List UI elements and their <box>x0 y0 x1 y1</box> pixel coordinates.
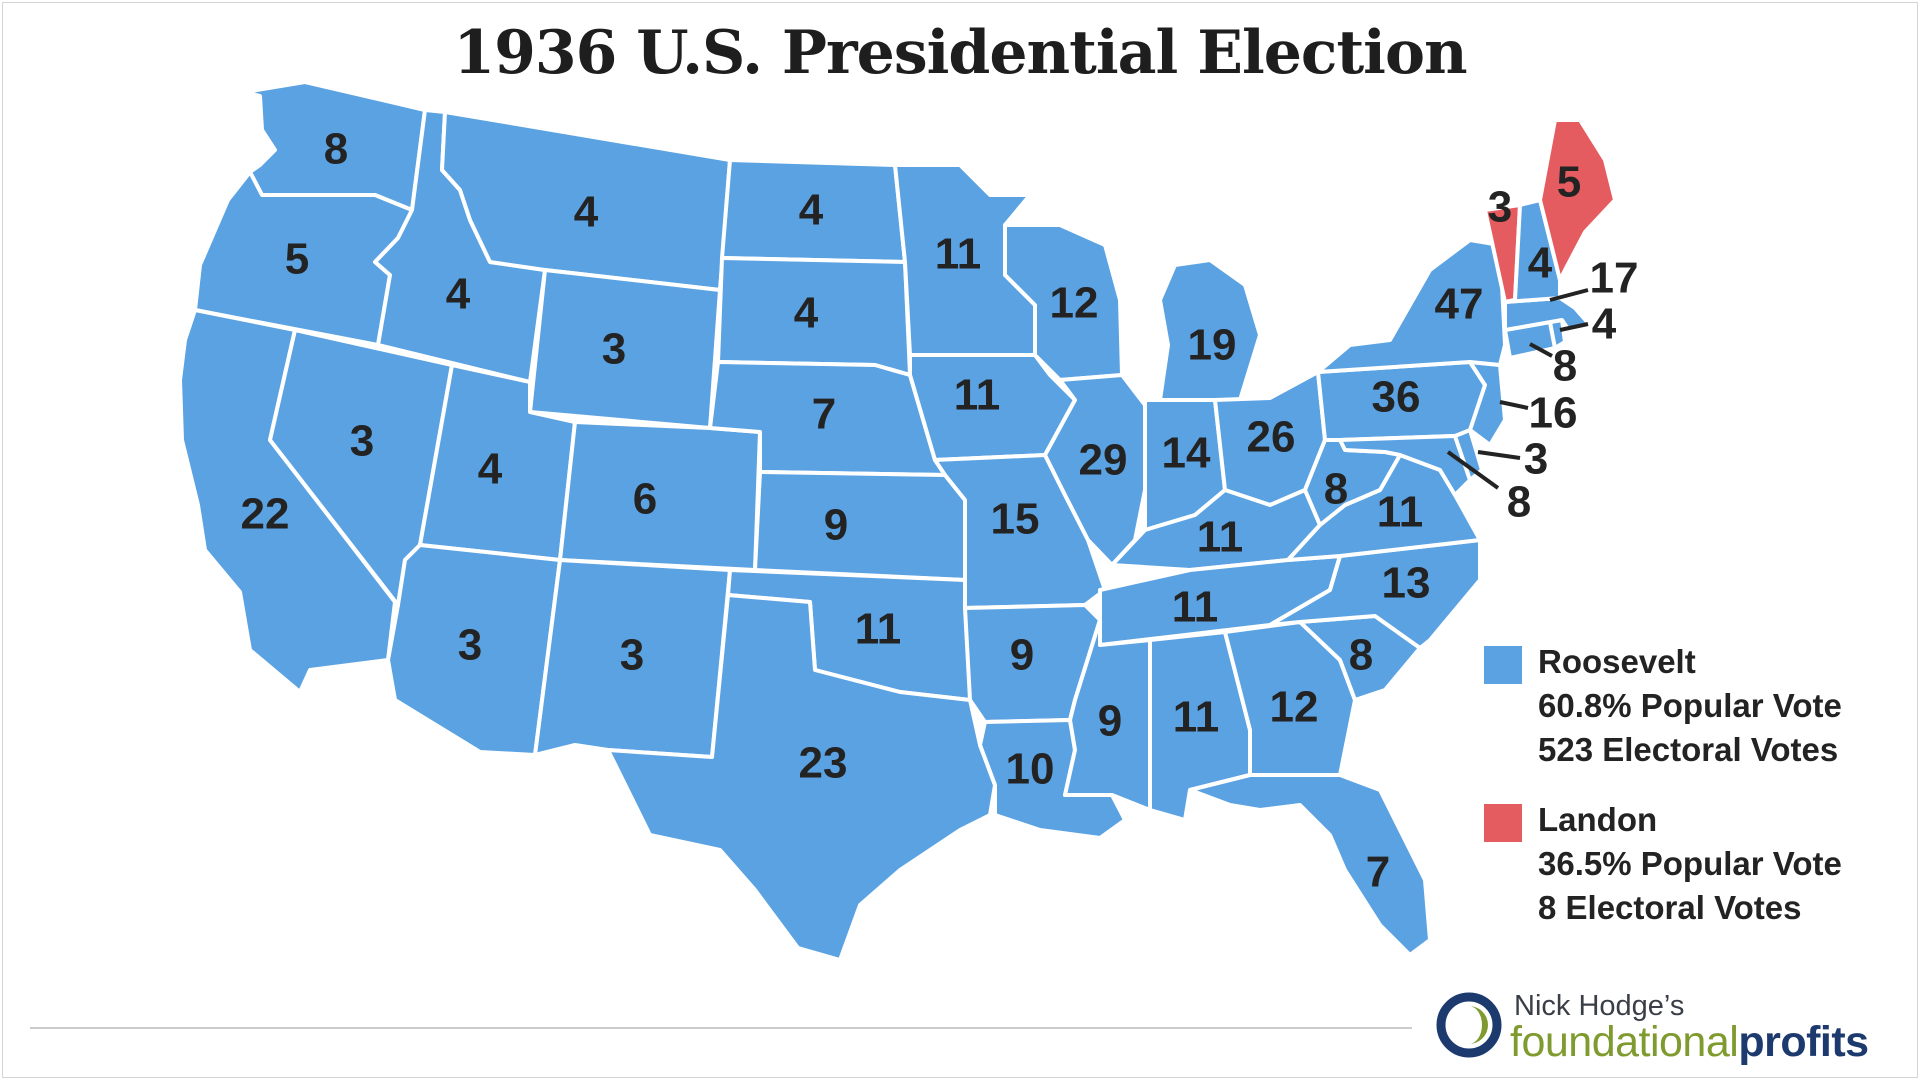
state-KS <box>753 470 967 582</box>
legend-roosevelt-name: Roosevelt <box>1538 643 1696 680</box>
ev-label-AR: 9 <box>1010 631 1034 680</box>
legend-roosevelt-electoral: 523 Electoral Votes <box>1538 731 1839 768</box>
ev-label-KS: 9 <box>824 501 848 550</box>
ev-label-CT: 8 <box>1553 342 1577 391</box>
ev-label-AL: 11 <box>1173 693 1220 742</box>
ev-label-FL: 7 <box>1366 848 1390 897</box>
leader-line-CT <box>1529 342 1553 358</box>
state-FL <box>1188 773 1432 957</box>
ev-label-NE: 7 <box>812 390 836 439</box>
legend-roosevelt: Roosevelt 60.8% Popular Vote 523 Elector… <box>1484 640 1904 790</box>
ev-label-ME: 5 <box>1557 158 1581 207</box>
leader-line-MA <box>1549 288 1589 302</box>
ev-label-ND: 4 <box>799 186 824 235</box>
ev-label-KY: 11 <box>1197 513 1244 562</box>
ev-label-PA: 36 <box>1372 373 1421 422</box>
logo-word-profits: profits <box>1738 1018 1869 1066</box>
state-MA <box>1503 296 1592 334</box>
brand-logo: Nick Hodge’s foundationalprofits <box>1436 990 1896 1070</box>
map-title: 1936 U.S. Presidential Election <box>453 18 1467 88</box>
ev-label-WV: 8 <box>1324 465 1348 514</box>
ev-label-IL: 29 <box>1079 436 1128 485</box>
ev-label-ID: 4 <box>446 270 471 319</box>
legend-landon: Landon 36.5% Popular Vote 8 Electoral Vo… <box>1484 798 1904 948</box>
ev-label-MN: 11 <box>935 230 982 279</box>
ev-label-SD: 4 <box>794 289 819 338</box>
ev-label-WY: 3 <box>602 325 626 374</box>
leader-line-RI <box>1559 322 1589 332</box>
legend-landon-name: Landon <box>1538 801 1658 838</box>
ev-label-CA: 22 <box>241 490 290 539</box>
logo-wordmark: foundationalprofits <box>1510 1018 1869 1067</box>
legend-landon-popular: 36.5% Popular Vote <box>1538 845 1842 882</box>
ev-label-WI: 12 <box>1050 279 1099 328</box>
ev-label-MI: 19 <box>1188 321 1237 370</box>
legend-roosevelt-popular: 60.8% Popular Vote <box>1538 687 1842 724</box>
state-NC <box>1268 538 1482 650</box>
ev-label-MS: 9 <box>1098 697 1122 746</box>
legend-landon-electoral: 8 Electoral Votes <box>1538 889 1802 926</box>
ev-label-UT: 4 <box>478 445 503 494</box>
legend: Roosevelt 60.8% Popular Vote 523 Elector… <box>1484 640 1904 948</box>
footer-divider <box>30 1027 1412 1029</box>
leader-line-DE <box>1477 450 1521 460</box>
ev-label-SC: 8 <box>1349 631 1373 680</box>
ev-label-MD: 8 <box>1507 478 1531 527</box>
ev-label-LA: 10 <box>1006 745 1055 794</box>
ev-label-GA: 12 <box>1270 683 1319 732</box>
roosevelt-swatch <box>1484 646 1522 684</box>
logo-word-foundational: foundational <box>1510 1018 1739 1066</box>
ev-label-NH: 4 <box>1528 239 1553 288</box>
ev-label-VA: 11 <box>1377 488 1424 537</box>
ev-label-NY: 47 <box>1435 280 1484 329</box>
ev-label-VT: 3 <box>1488 183 1512 232</box>
ev-label-WA: 8 <box>324 125 348 174</box>
ev-label-DE: 3 <box>1524 435 1548 484</box>
state-NY <box>1316 238 1507 374</box>
state-ME <box>1538 118 1617 282</box>
ev-label-OK: 11 <box>855 605 902 654</box>
ev-label-AZ: 3 <box>458 621 482 670</box>
leader-line-MD <box>1446 450 1500 490</box>
leader-line-NJ <box>1499 400 1529 410</box>
ev-label-OR: 5 <box>285 235 309 284</box>
ev-label-CO: 6 <box>633 475 657 524</box>
foundational-profits-logo-icon <box>1436 992 1502 1058</box>
ev-label-OH: 26 <box>1247 413 1296 462</box>
ev-label-NV: 3 <box>350 417 374 466</box>
ev-label-MT: 4 <box>574 188 599 237</box>
ev-label-MO: 15 <box>991 495 1040 544</box>
ev-label-TN: 11 <box>1172 583 1219 632</box>
ev-label-RI: 4 <box>1592 300 1617 349</box>
ev-label-TX: 23 <box>799 739 848 788</box>
ev-label-MA: 17 <box>1590 254 1639 303</box>
ev-label-IA: 11 <box>954 371 1001 420</box>
ev-label-NJ: 16 <box>1529 389 1578 438</box>
ev-label-NM: 3 <box>620 631 644 680</box>
state-TX <box>606 593 997 962</box>
logo-byline: Nick Hodge’s <box>1514 990 1685 1022</box>
ev-label-NC: 13 <box>1382 559 1431 608</box>
state-CO <box>558 420 762 572</box>
ev-label-IN: 14 <box>1162 429 1211 478</box>
landon-swatch <box>1484 804 1522 842</box>
